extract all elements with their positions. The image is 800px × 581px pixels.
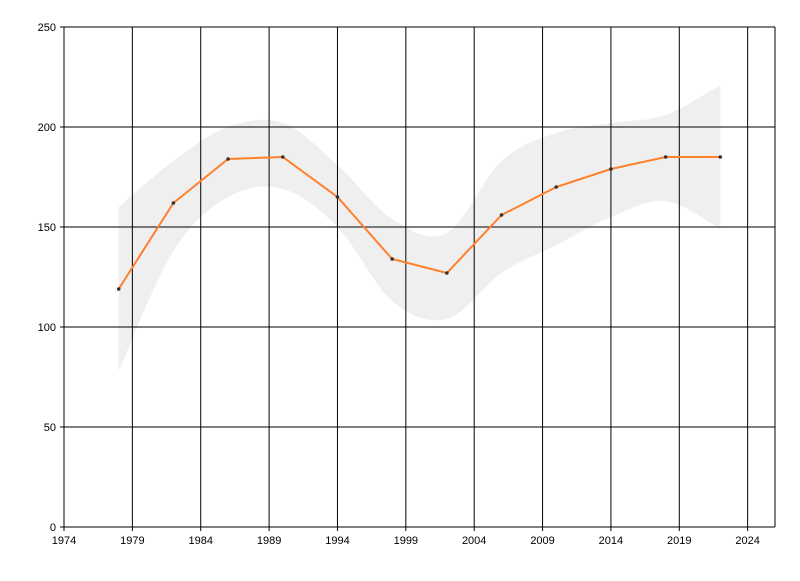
y-tick-label: 50 [44, 422, 56, 434]
x-tick-label: 1989 [257, 535, 281, 547]
x-tick-label: 2014 [599, 535, 623, 547]
x-tick-label: 1984 [188, 535, 212, 547]
point [226, 157, 230, 161]
point [116, 287, 121, 291]
x-tick-label: 1979 [120, 535, 144, 547]
y-tick-label: 250 [38, 22, 56, 34]
point [718, 155, 723, 159]
point [499, 213, 504, 217]
point [335, 195, 340, 199]
confidence-band [118, 85, 721, 371]
y-tick-label: 150 [38, 222, 56, 234]
x-tick-label: 2004 [462, 535, 486, 547]
point [171, 201, 176, 205]
point [663, 155, 668, 159]
x-tick-label: 1994 [325, 535, 349, 547]
line [117, 155, 721, 290]
point [280, 155, 285, 159]
point [390, 257, 394, 261]
point [445, 271, 449, 275]
x-tick-label: 2019 [667, 535, 691, 547]
y-tick-label: 100 [38, 322, 56, 334]
x-tick-label: 2009 [530, 535, 554, 547]
y-tick-label: 200 [38, 122, 56, 134]
point [554, 185, 559, 189]
x-tick-label: 1999 [394, 535, 418, 547]
x-tick-label: 2024 [735, 535, 759, 547]
y-tick-label: 0 [50, 522, 56, 534]
x-tick-label: 1974 [52, 535, 76, 547]
point [609, 167, 613, 171]
